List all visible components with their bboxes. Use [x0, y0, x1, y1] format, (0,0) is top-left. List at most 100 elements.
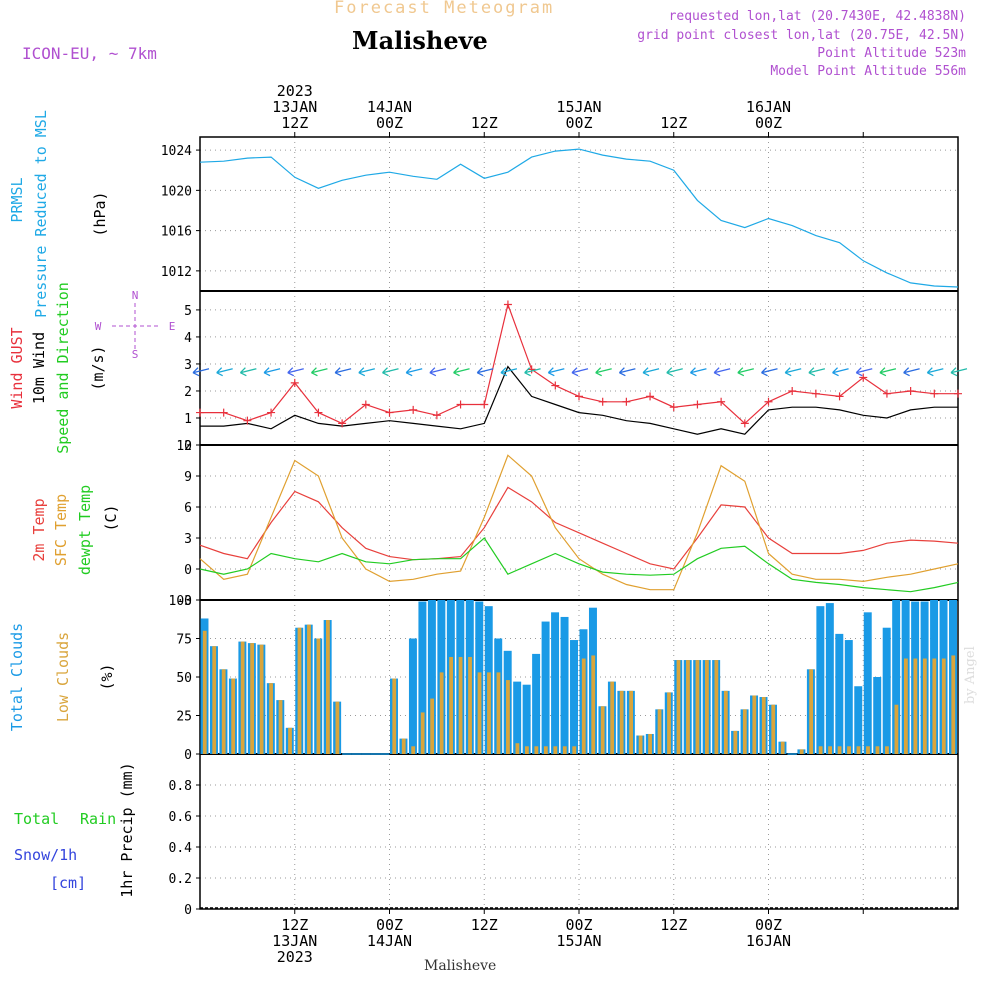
compass-east: E — [169, 320, 176, 333]
total-cloud-bar — [570, 640, 578, 754]
wind-gust-marker — [432, 411, 441, 420]
low-cloud-bar — [714, 660, 719, 754]
wind-direction-arrow — [855, 367, 873, 377]
y-tick-label: 5 — [184, 304, 192, 319]
wind-direction-arrow — [263, 367, 281, 377]
wind-gust-marker — [693, 400, 702, 409]
wind-gust-marker — [646, 392, 655, 401]
low-cloud-bar — [903, 658, 908, 754]
wind-direction-arrow — [382, 367, 399, 377]
wind-gust-marker — [882, 389, 891, 398]
y-tick-label: 0 — [184, 748, 192, 763]
y-tick-label: 75 — [176, 633, 192, 648]
wind-direction-arrow — [358, 367, 375, 377]
precip-axis-label: 1hr Precip (mm) — [118, 762, 136, 897]
wind-direction-arrow — [216, 367, 233, 377]
low-cloud-bar — [543, 746, 548, 754]
point-altitude: Point Altitude 523m — [817, 46, 966, 61]
low-cloud-bar — [430, 698, 435, 754]
low-cloud-bar — [913, 658, 918, 754]
total-cloud-bar — [844, 640, 853, 754]
wind-gust-marker — [219, 408, 228, 417]
low-cloud-bar — [695, 660, 700, 754]
low-cloud-bar — [458, 656, 463, 754]
low-cloud-bar — [723, 690, 728, 754]
time-axis-label: 00Z — [755, 916, 782, 934]
low-cloud-bar — [250, 643, 255, 754]
low-cloud-bar — [932, 658, 937, 754]
y-tick-label: 0.6 — [169, 810, 192, 825]
wind-direction-arrow — [737, 367, 754, 377]
wind-direction-arrow — [239, 367, 257, 377]
time-axis-label: 16JAN — [746, 932, 791, 950]
low-cloud-bar — [202, 630, 207, 754]
low-cloud-bar — [240, 641, 245, 754]
wind-direction-arrow — [310, 367, 328, 377]
time-axis-label: 12Z — [660, 916, 687, 934]
y-tick-label: 1 — [184, 412, 192, 427]
wind-gust-marker — [622, 397, 631, 406]
wind-direction-arrow — [784, 367, 802, 377]
low-cloud-bar — [856, 746, 861, 754]
low-cloud-bar — [487, 672, 491, 754]
low-cloud-bar — [335, 701, 340, 754]
low-cloud-bar — [951, 655, 956, 754]
wind-unit: (m/s) — [89, 345, 107, 390]
low-cloud-bar — [231, 678, 236, 754]
y-tick-label: 1016 — [161, 225, 192, 240]
y-tick-label: 0 — [184, 903, 192, 918]
wind-direction-arrow — [642, 367, 660, 377]
low-cloud-bar — [515, 743, 520, 754]
low-cloud-bar — [761, 697, 766, 754]
low-cloud-bar — [420, 712, 425, 754]
wind-gust-marker — [788, 386, 797, 395]
low-cloud-bar — [553, 746, 558, 754]
time-axis-label: 12Z — [281, 916, 308, 934]
low-cloud-bar — [524, 746, 529, 754]
time-axis-label: 00Z — [755, 114, 782, 132]
wind-gust-marker — [906, 386, 915, 395]
low-cloud-bar — [572, 746, 577, 754]
wind-direction-arrow — [618, 367, 636, 377]
low-cloud-bar — [591, 655, 596, 754]
wind-gust-marker — [456, 400, 465, 409]
low-cloud-bar — [885, 746, 889, 754]
wind-direction-arrow — [192, 367, 210, 377]
y-tick-label: 0 — [184, 563, 192, 578]
low-cloud-bar — [733, 730, 738, 754]
wind-gust-marker — [243, 416, 252, 425]
low-cloud-bar — [667, 692, 671, 754]
wind-direction-arrow — [832, 367, 849, 377]
wind-gust-marker — [740, 419, 749, 428]
low-cloud-bar — [771, 704, 776, 754]
low-cloud-bar — [676, 660, 681, 754]
wind-gust-marker — [598, 397, 607, 406]
total-cloud-bar — [882, 627, 891, 754]
y-tick-label: 0.2 — [169, 872, 192, 887]
low-cloud-bar — [212, 646, 217, 754]
low-cloud-bar — [799, 749, 804, 754]
wind-gust-marker — [930, 389, 939, 398]
time-axis-label: 15JAN — [556, 98, 601, 116]
precip-legend-snow: Snow/1h — [14, 846, 77, 864]
wind-direction-arrow — [950, 367, 968, 377]
y-tick-label: 3 — [184, 358, 192, 373]
total-cloud-bar — [835, 633, 844, 754]
total-cloud-bar — [532, 653, 541, 754]
temp-unit: (C) — [102, 504, 120, 531]
low-cloud-bar — [922, 658, 927, 754]
chart-subtitle: Forecast Meteogram — [334, 0, 555, 18]
low-cloud-bar — [506, 680, 510, 754]
low-cloud-bar — [468, 656, 472, 754]
wind-gust-marker — [811, 389, 820, 398]
wind-gust-label: Wind GUST — [8, 327, 26, 408]
pressure-label-desc: Pressure Reduced to MSL — [32, 110, 50, 318]
wind-direction-arrow — [903, 367, 920, 377]
total-cloud-bar — [408, 638, 417, 754]
time-axis-label: 00Z — [565, 916, 592, 934]
total-cloud-bar — [418, 601, 427, 754]
precip-legend-rain: Rain — [80, 810, 116, 828]
low-cloud-bar — [705, 660, 709, 754]
low-cloud-bar — [828, 746, 832, 754]
